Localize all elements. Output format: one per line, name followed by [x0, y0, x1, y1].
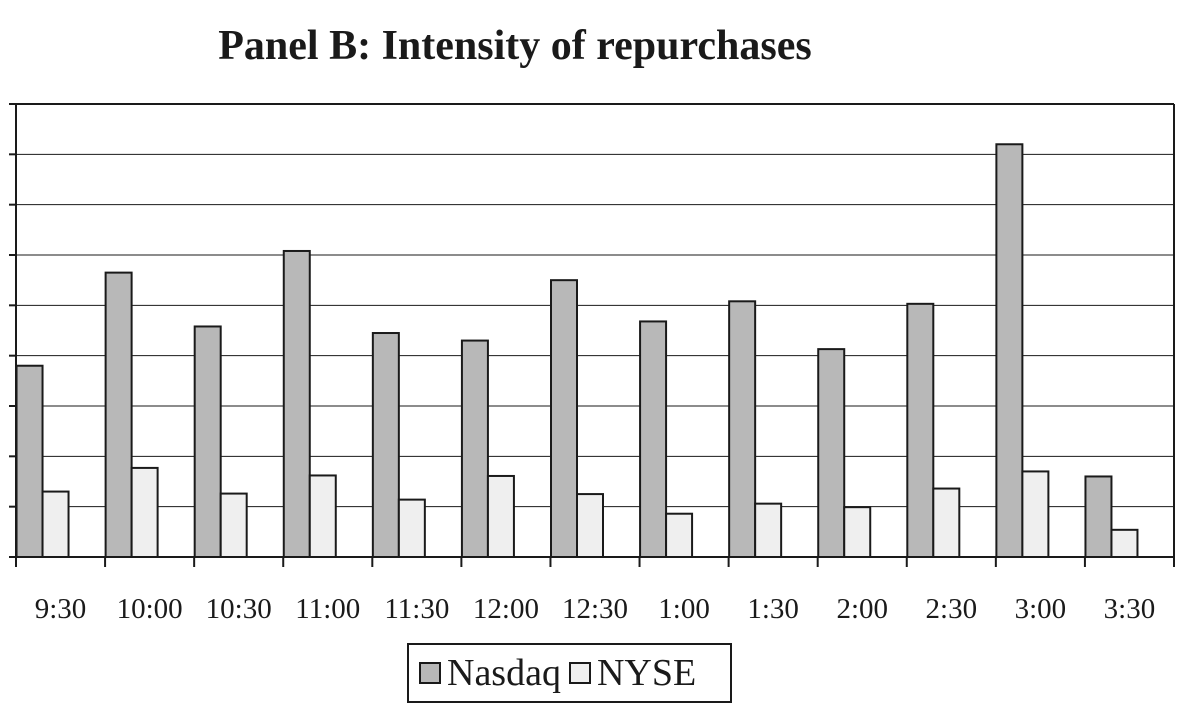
legend-item-nyse: NYSE — [568, 652, 697, 694]
bar-nyse-130 — [754, 502, 783, 558]
x-tick-label: 11:30 — [384, 593, 449, 625]
legend-label-nasdaq: Nasdaq — [447, 652, 561, 694]
x-tick-label: 12:30 — [562, 593, 628, 625]
bar-nyse-1200 — [486, 474, 515, 559]
bar-nyse-330 — [1110, 528, 1139, 559]
bar-chart: 9:30 10:00 10:30 11:00 11:30 12:00 12:30 1:00 1:… — [9, 103, 1175, 625]
bar-nyse-1000 — [130, 466, 159, 558]
x-tick-label: 12:00 — [473, 593, 539, 625]
bar-nyse-1130 — [397, 498, 426, 558]
legend-swatch-nasdaq — [419, 662, 441, 684]
axes — [9, 103, 1175, 567]
bar-nyse-930 — [41, 490, 70, 559]
x-tick-label: 2:30 — [926, 593, 978, 625]
x-tick-label: 11:00 — [295, 593, 360, 625]
x-tick-label: 10:30 — [206, 593, 272, 625]
legend: Nasdaq NYSE — [407, 643, 732, 703]
bar-nasdaq-230 — [906, 302, 935, 558]
bar-nasdaq-1230 — [550, 279, 578, 558]
bar-nasdaq-300 — [995, 143, 1024, 558]
chart-title: Panel B: Intensity of repurchases — [218, 23, 812, 69]
bar-nyse-1100 — [308, 474, 337, 558]
bar-nasdaq-1000 — [104, 271, 133, 558]
x-tick-labels: 9:30 10:00 10:30 11:00 11:30 12:00 12:30 1:00 1:… — [35, 593, 1155, 625]
bar-nasdaq-1200 — [460, 339, 489, 559]
bar-nasdaq-1030 — [193, 325, 222, 558]
bar-nasdaq-130 — [728, 300, 757, 558]
x-tick-label: 1:00 — [658, 593, 710, 625]
bar-nyse-230 — [932, 487, 961, 558]
x-tick-label: 9:30 — [35, 593, 87, 625]
legend-item-nasdaq: Nasdaq — [419, 654, 561, 692]
bar-nyse-1030 — [219, 492, 248, 558]
x-tick-label: 2:00 — [836, 593, 888, 625]
bar-nyse-1230 — [576, 493, 604, 559]
legend-label-nyse: NYSE — [596, 652, 697, 694]
bar-nasdaq-1100 — [282, 249, 311, 558]
x-tick-label: 3:30 — [1104, 593, 1156, 625]
bar-nyse-200 — [843, 506, 872, 559]
bar-nyse-100 — [665, 512, 694, 558]
x-tick-label: 3:00 — [1015, 593, 1067, 625]
x-tick-label: 10:00 — [117, 593, 183, 625]
bar-nyse-300 — [1021, 470, 1050, 558]
x-tick-label: 1:30 — [747, 593, 799, 625]
bar-nasdaq-1130 — [371, 332, 400, 558]
bar-nasdaq-100 — [639, 320, 668, 558]
bar-nasdaq-330 — [1084, 475, 1113, 559]
bar-nasdaq-930 — [15, 364, 44, 558]
bars — [15, 143, 1139, 559]
legend-swatch-nyse — [568, 662, 591, 684]
bar-nasdaq-200 — [817, 348, 846, 558]
